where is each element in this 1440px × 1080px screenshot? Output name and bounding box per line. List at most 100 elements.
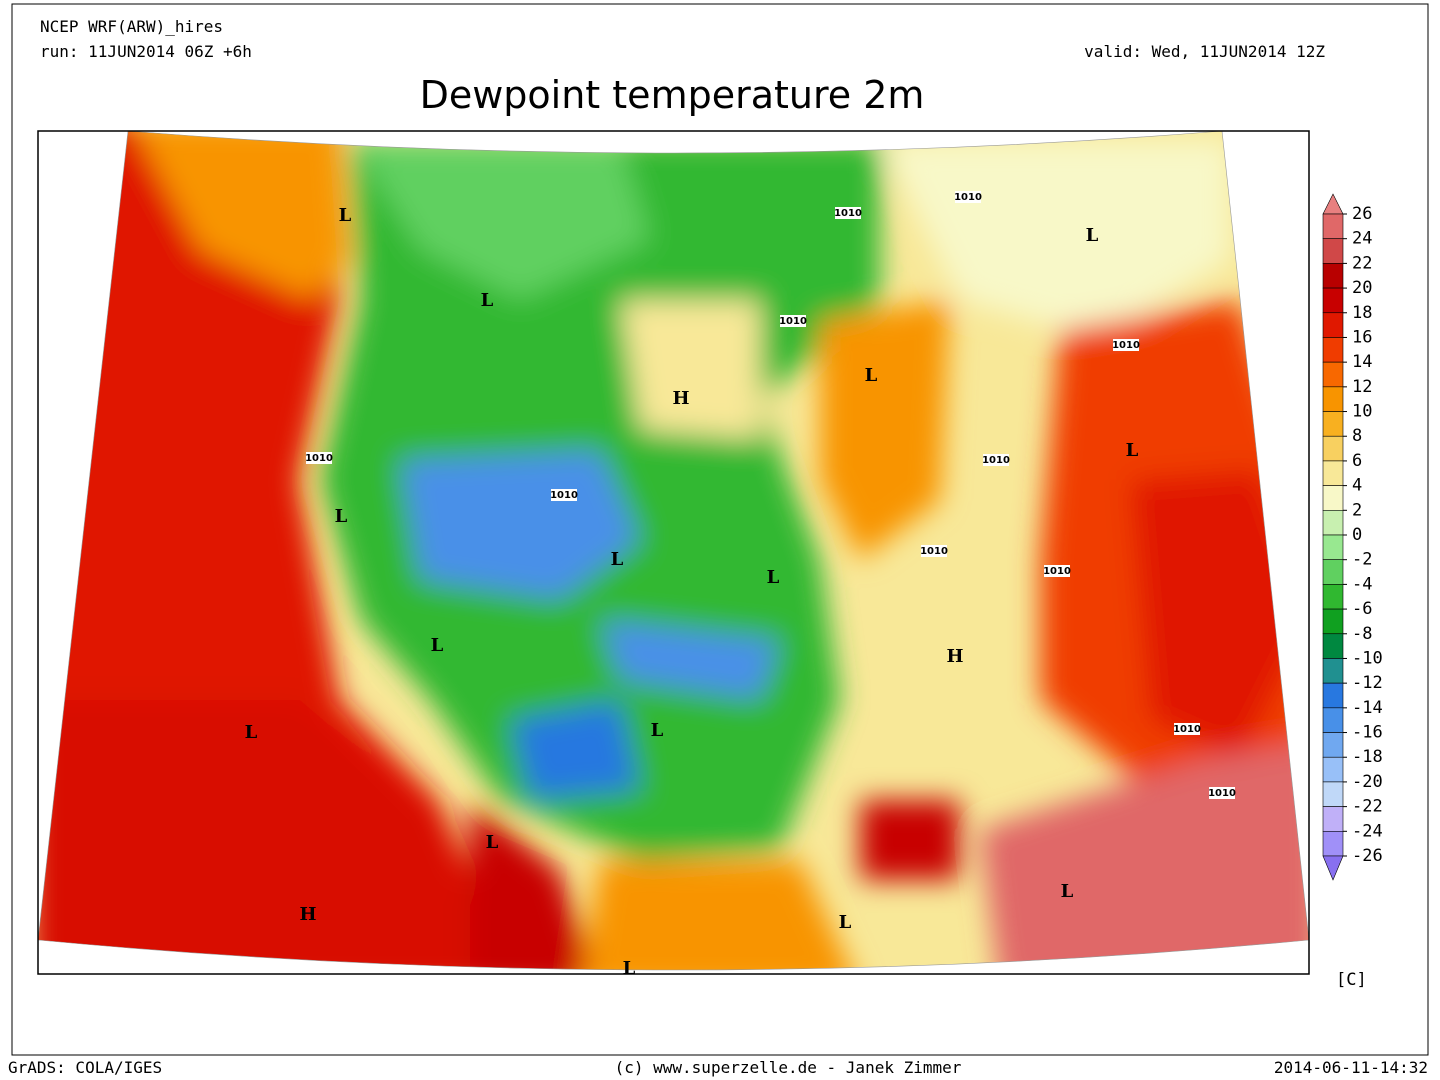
pressure-label: H: [299, 904, 316, 925]
colorbar-label: 4: [1352, 476, 1362, 496]
pressure-label: 1010: [1173, 724, 1201, 735]
run-info: run: 11JUN2014 06Z +6h: [40, 42, 252, 61]
colorbar-label: -6: [1352, 599, 1372, 619]
colorbar-box: [1322, 460, 1344, 486]
colorbar-box: [1322, 756, 1344, 783]
colorbar-label: 22: [1352, 253, 1372, 273]
pressure-label: 1010: [1043, 566, 1071, 577]
label-box: [780, 315, 806, 327]
pressure-label: L: [839, 912, 852, 933]
colorbar-label: 20: [1352, 278, 1372, 298]
colorbar-box: [1322, 510, 1344, 536]
colorbar-box: [1322, 707, 1344, 733]
pressure-label: 1010: [550, 490, 578, 501]
colorbar-box: [1322, 658, 1344, 684]
colorbar-box: [1322, 411, 1344, 437]
label-box: [306, 452, 332, 464]
pressure-label: L: [767, 567, 780, 588]
valid-info: valid: Wed, 11JUN2014 12Z: [1084, 42, 1325, 61]
colorbar-label: -24: [1352, 821, 1383, 841]
pressure-label: 1010: [1112, 340, 1140, 351]
colorbar-label: -18: [1352, 747, 1383, 767]
colorbar-label: -4: [1352, 574, 1372, 594]
label-box: [835, 207, 861, 219]
colorbar-box: [1322, 633, 1344, 659]
map-frame: [37, 130, 1310, 975]
label-box: [551, 489, 577, 501]
label-box: [921, 545, 947, 557]
unit-label: [C]: [1336, 970, 1367, 990]
label-box: [1113, 339, 1139, 351]
pressure-label: L: [481, 290, 494, 311]
label-box: [1209, 787, 1235, 799]
colorbar-label: 14: [1352, 352, 1372, 372]
colorbar-box: [1322, 312, 1344, 338]
pressure-label: L: [1086, 225, 1099, 246]
footer-right: 2014-06-11-14:32: [1274, 1058, 1428, 1077]
colorbar-box: [1322, 263, 1344, 289]
pressure-label: 1010: [305, 453, 333, 464]
colorbar-box: [1322, 238, 1344, 264]
colorbar-box: [1322, 682, 1344, 709]
pressure-label: L: [611, 549, 624, 570]
colorbar-label: 0: [1352, 525, 1362, 545]
footer-center: (c) www.superzelle.de - Janek Zimmer: [615, 1058, 962, 1077]
pressure-label: 1010: [1208, 788, 1236, 799]
colorbar-label: 12: [1352, 377, 1372, 397]
colorbar-label: -8: [1352, 624, 1372, 644]
pressure-label: L: [486, 832, 499, 853]
colorbar-label: -16: [1352, 723, 1383, 743]
pressure-label: L: [623, 958, 636, 979]
map-title: Dewpoint temperature 2m: [420, 73, 925, 117]
colorbar-label: 16: [1352, 327, 1372, 347]
pressure-label: 1010: [954, 192, 982, 203]
pressure-label: L: [1126, 440, 1139, 461]
colorbar-box: [1322, 287, 1344, 314]
colorbar-box: [1322, 806, 1344, 832]
colorbar-label: 8: [1352, 426, 1362, 446]
pressure-label: L: [245, 722, 258, 743]
pressure-label: L: [335, 506, 348, 527]
colorbar-box: [1322, 732, 1344, 758]
pressure-label: L: [1061, 881, 1074, 902]
colorbar-top-arrow: [1322, 193, 1344, 215]
colorbar-label: -26: [1352, 846, 1383, 866]
colorbar-label: -20: [1352, 772, 1383, 792]
label-box: [1044, 565, 1070, 577]
pressure-label: 1010: [834, 208, 862, 219]
colorbar-label: 2: [1352, 500, 1362, 520]
colorbar-label: 6: [1352, 451, 1362, 471]
colorbar-box: [1322, 559, 1344, 585]
colorbar-box: [1322, 534, 1344, 560]
pressure-label: L: [431, 635, 444, 656]
label-box: [955, 191, 981, 203]
colorbar-label: -12: [1352, 673, 1383, 693]
colorbar-box: [1322, 213, 1344, 239]
colorbar-box: [1322, 337, 1344, 363]
footer-left: GrADS: COLA/IGES: [8, 1058, 162, 1077]
colorbar-label: 24: [1352, 229, 1372, 249]
colorbar-label: 18: [1352, 303, 1372, 323]
colorbar-box: [1322, 435, 1344, 462]
pressure-label: 1010: [920, 546, 948, 557]
label-box: [983, 454, 1009, 466]
colorbar-label: 26: [1352, 204, 1372, 224]
colorbar-box: [1322, 781, 1344, 807]
pressure-label: L: [651, 720, 664, 741]
colorbar-label: -22: [1352, 797, 1383, 817]
colorbar-box: [1322, 386, 1344, 412]
pressure-label: L: [339, 205, 352, 226]
pressure-label: 1010: [982, 455, 1010, 466]
dewpoint-field: [38, 131, 1309, 970]
colorbar-label: -2: [1352, 550, 1372, 570]
outer-frame: [11, 3, 1429, 1056]
colorbar-bottom-arrow: [1322, 855, 1344, 881]
colorbar-box: [1322, 831, 1344, 857]
label-box: [1174, 723, 1200, 735]
pressure-label: L: [865, 365, 878, 386]
colorbar-label: -14: [1352, 698, 1383, 718]
colorbar-box: [1322, 584, 1344, 610]
pressure-label: H: [672, 388, 689, 409]
model-name: NCEP WRF(ARW)_hires: [40, 17, 223, 36]
